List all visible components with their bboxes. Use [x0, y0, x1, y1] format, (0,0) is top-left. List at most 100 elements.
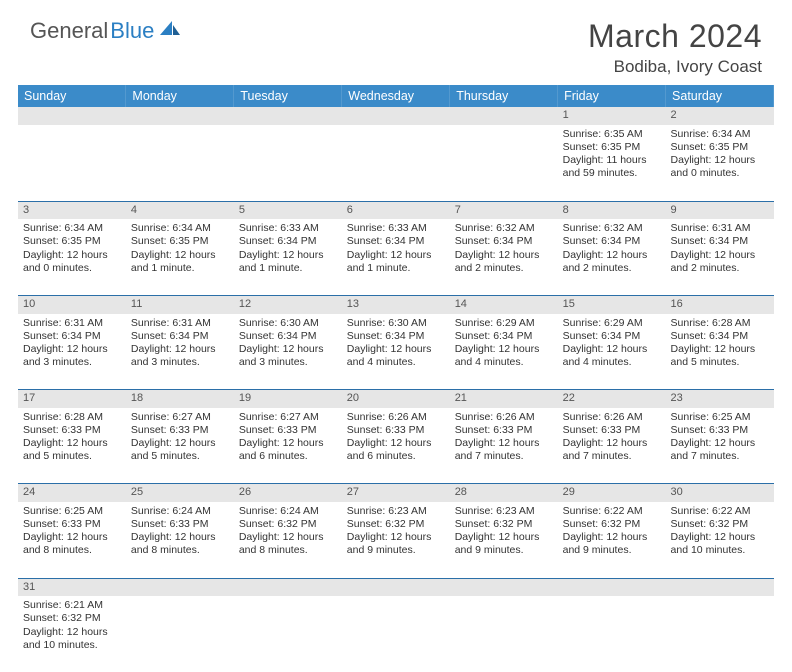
day-line: Sunrise: 6:33 AM	[239, 222, 337, 235]
weekday-header: Saturday	[666, 85, 774, 107]
day-number-cell: 1	[558, 107, 666, 125]
day-cell	[450, 596, 558, 672]
day-cell: Sunrise: 6:24 AMSunset: 6:32 PMDaylight:…	[234, 502, 342, 578]
day-cell: Sunrise: 6:25 AMSunset: 6:33 PMDaylight:…	[666, 408, 774, 484]
day-line: Sunset: 6:33 PM	[239, 424, 337, 437]
week-row: Sunrise: 6:21 AMSunset: 6:32 PMDaylight:…	[18, 596, 774, 672]
day-line: and 9 minutes.	[347, 544, 445, 557]
day-line: Sunset: 6:32 PM	[23, 612, 121, 625]
day-line: and 7 minutes.	[455, 450, 553, 463]
day-cell: Sunrise: 6:21 AMSunset: 6:32 PMDaylight:…	[18, 596, 126, 672]
day-line: Sunset: 6:34 PM	[347, 330, 445, 343]
day-cell	[234, 596, 342, 672]
day-number-cell: 6	[342, 201, 450, 219]
day-cell	[666, 596, 774, 672]
day-line: Daylight: 12 hours	[239, 249, 337, 262]
weekday-header: Friday	[558, 85, 666, 107]
day-line: and 4 minutes.	[563, 356, 661, 369]
day-line: and 4 minutes.	[347, 356, 445, 369]
day-line: Daylight: 12 hours	[23, 249, 121, 262]
day-line: Sunrise: 6:27 AM	[239, 411, 337, 424]
weekday-header: Sunday	[18, 85, 126, 107]
day-line: and 1 minute.	[239, 262, 337, 275]
day-line: Daylight: 12 hours	[671, 531, 769, 544]
day-line: Sunset: 6:32 PM	[239, 518, 337, 531]
day-line: and 2 minutes.	[455, 262, 553, 275]
day-number-cell: 27	[342, 484, 450, 502]
day-number-cell	[558, 578, 666, 596]
month-title: March 2024	[588, 18, 762, 55]
day-line: and 0 minutes.	[23, 262, 121, 275]
day-number-cell: 7	[450, 201, 558, 219]
day-number-cell	[126, 578, 234, 596]
day-line: and 6 minutes.	[347, 450, 445, 463]
day-number-cell: 11	[126, 295, 234, 313]
day-line: Daylight: 12 hours	[563, 531, 661, 544]
day-number-cell	[342, 578, 450, 596]
day-line: Daylight: 12 hours	[347, 437, 445, 450]
day-cell: Sunrise: 6:27 AMSunset: 6:33 PMDaylight:…	[126, 408, 234, 484]
weekday-header: Wednesday	[342, 85, 450, 107]
day-number-cell: 26	[234, 484, 342, 502]
day-line: and 6 minutes.	[239, 450, 337, 463]
day-number-cell: 2	[666, 107, 774, 125]
day-line: Sunrise: 6:34 AM	[131, 222, 229, 235]
daynum-row: 12	[18, 107, 774, 125]
day-number-cell: 25	[126, 484, 234, 502]
day-cell: Sunrise: 6:28 AMSunset: 6:33 PMDaylight:…	[18, 408, 126, 484]
day-number-cell	[666, 578, 774, 596]
day-line: and 8 minutes.	[131, 544, 229, 557]
day-cell: Sunrise: 6:29 AMSunset: 6:34 PMDaylight:…	[558, 314, 666, 390]
day-line: Daylight: 12 hours	[239, 343, 337, 356]
day-number-cell	[18, 107, 126, 125]
day-line: Sunrise: 6:25 AM	[23, 505, 121, 518]
day-line: Daylight: 12 hours	[671, 249, 769, 262]
day-number-cell	[342, 107, 450, 125]
day-line: and 3 minutes.	[239, 356, 337, 369]
day-cell: Sunrise: 6:32 AMSunset: 6:34 PMDaylight:…	[450, 219, 558, 295]
day-cell: Sunrise: 6:33 AMSunset: 6:34 PMDaylight:…	[342, 219, 450, 295]
week-row: Sunrise: 6:34 AMSunset: 6:35 PMDaylight:…	[18, 219, 774, 295]
day-line: Sunset: 6:34 PM	[671, 235, 769, 248]
day-number-cell: 9	[666, 201, 774, 219]
day-number-cell: 21	[450, 390, 558, 408]
week-row: Sunrise: 6:31 AMSunset: 6:34 PMDaylight:…	[18, 314, 774, 390]
day-line: Sunrise: 6:25 AM	[671, 411, 769, 424]
day-cell: Sunrise: 6:26 AMSunset: 6:33 PMDaylight:…	[342, 408, 450, 484]
day-line: Daylight: 11 hours	[563, 154, 661, 167]
day-line: and 1 minute.	[347, 262, 445, 275]
day-line: Sunrise: 6:27 AM	[131, 411, 229, 424]
day-line: and 5 minutes.	[131, 450, 229, 463]
logo: General Blue	[30, 18, 182, 44]
day-line: Sunset: 6:33 PM	[23, 518, 121, 531]
day-line: Sunrise: 6:31 AM	[671, 222, 769, 235]
day-number-cell: 4	[126, 201, 234, 219]
day-line: Daylight: 12 hours	[455, 531, 553, 544]
day-line: Sunrise: 6:26 AM	[347, 411, 445, 424]
day-line: and 10 minutes.	[671, 544, 769, 557]
day-line: Sunrise: 6:26 AM	[455, 411, 553, 424]
day-number-cell: 13	[342, 295, 450, 313]
day-line: Sunrise: 6:32 AM	[563, 222, 661, 235]
day-line: Daylight: 12 hours	[455, 249, 553, 262]
day-number-cell	[450, 107, 558, 125]
day-number-cell: 29	[558, 484, 666, 502]
day-line: Daylight: 12 hours	[347, 249, 445, 262]
day-line: Sunset: 6:33 PM	[131, 518, 229, 531]
day-line: Sunset: 6:35 PM	[563, 141, 661, 154]
day-line: Sunrise: 6:28 AM	[23, 411, 121, 424]
day-number-cell: 12	[234, 295, 342, 313]
day-line: Daylight: 12 hours	[239, 437, 337, 450]
day-line: Daylight: 12 hours	[23, 531, 121, 544]
day-line: Sunrise: 6:24 AM	[131, 505, 229, 518]
day-line: and 4 minutes.	[455, 356, 553, 369]
day-number-cell: 14	[450, 295, 558, 313]
day-line: Sunrise: 6:34 AM	[671, 128, 769, 141]
weekday-header: Thursday	[450, 85, 558, 107]
day-number-cell	[234, 107, 342, 125]
day-line: Sunrise: 6:23 AM	[455, 505, 553, 518]
day-line: Sunset: 6:33 PM	[671, 424, 769, 437]
day-line: Sunset: 6:33 PM	[455, 424, 553, 437]
day-cell: Sunrise: 6:35 AMSunset: 6:35 PMDaylight:…	[558, 125, 666, 201]
day-line: Sunset: 6:32 PM	[347, 518, 445, 531]
